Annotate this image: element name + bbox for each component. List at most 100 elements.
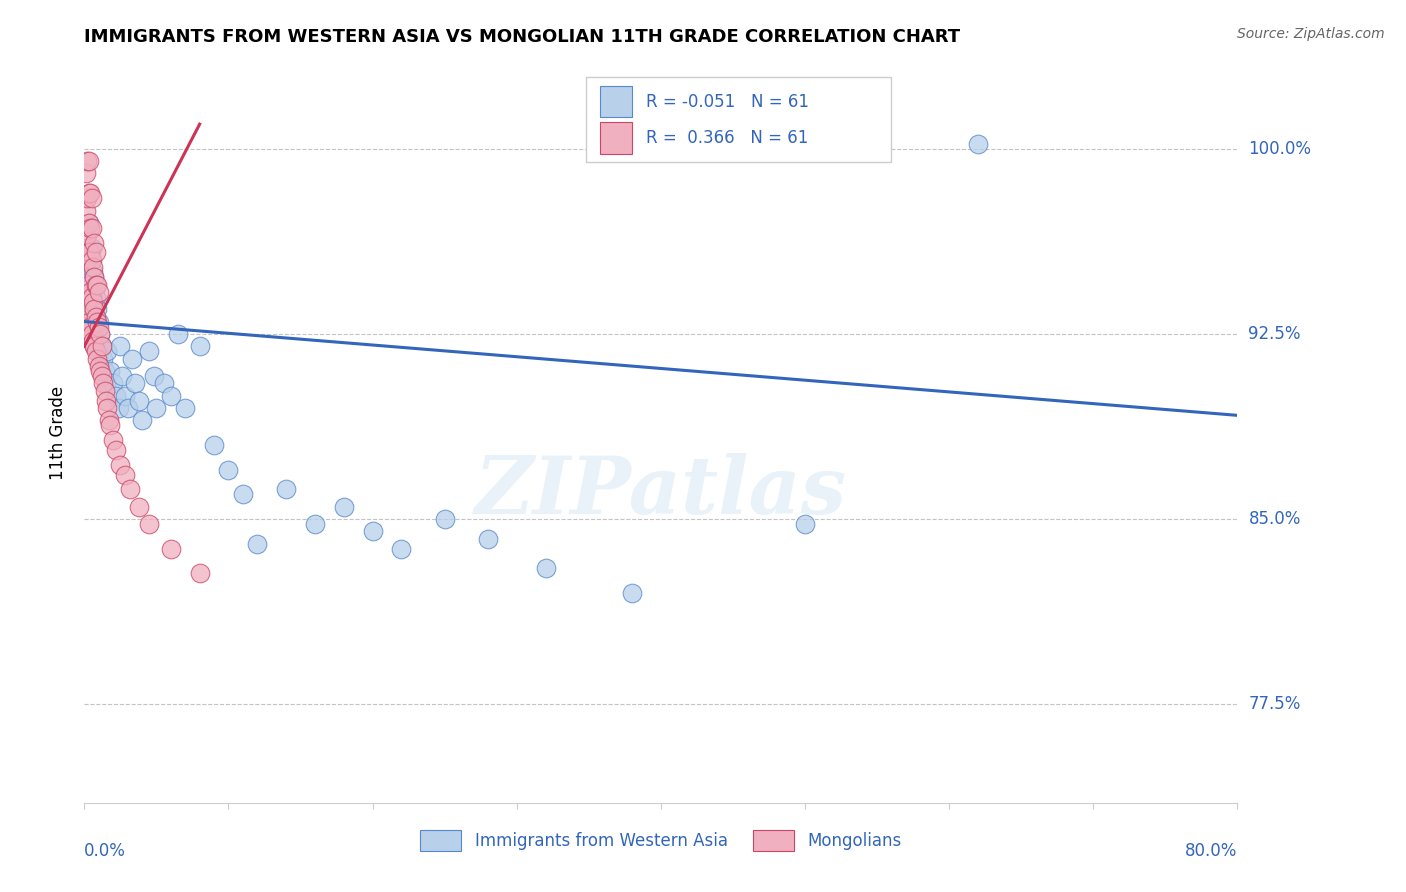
Point [121, 351, 143, 366]
Point [83, 235, 105, 250]
Point [794, 516, 817, 531]
Point [75, 240, 97, 254]
Point [76, 228, 98, 243]
Point [218, 462, 240, 476]
Point [84, 277, 107, 292]
Point [75, 166, 97, 180]
Point [103, 376, 124, 391]
Point [96, 401, 118, 415]
Point [83, 339, 105, 353]
Point [621, 586, 644, 600]
Point [93, 364, 115, 378]
Point [96, 344, 118, 359]
Bar [600, 122, 633, 153]
Text: 77.5%: 77.5% [1249, 695, 1301, 713]
Point [138, 516, 160, 531]
Y-axis label: 11th Grade: 11th Grade [49, 385, 67, 480]
Point [80, 220, 103, 235]
Point [276, 483, 298, 497]
Point [433, 512, 456, 526]
Point [120, 483, 142, 497]
Point [84, 245, 107, 260]
Point [94, 393, 117, 408]
Point [110, 458, 132, 472]
Point [79, 245, 101, 260]
Point [105, 388, 128, 402]
Point [391, 541, 413, 556]
Point [77, 326, 100, 341]
Point [128, 393, 150, 408]
Legend: Immigrants from Western Asia, Mongolians: Immigrants from Western Asia, Mongolians [413, 823, 908, 857]
Point [94, 376, 117, 391]
Point [82, 265, 104, 279]
Point [534, 561, 557, 575]
Point [77, 186, 100, 201]
Point [90, 339, 112, 353]
Point [79, 186, 101, 201]
Text: ZIPatlas: ZIPatlas [475, 453, 846, 531]
Point [89, 326, 111, 341]
Point [87, 344, 110, 359]
Point [86, 351, 108, 366]
Point [76, 252, 98, 267]
Text: 0.0%: 0.0% [84, 842, 127, 860]
Point [80, 252, 103, 267]
Point [76, 240, 98, 254]
Point [80, 314, 103, 328]
Text: Source: ZipAtlas.com: Source: ZipAtlas.com [1237, 27, 1385, 41]
Point [89, 364, 111, 378]
Point [108, 401, 131, 415]
Point [77, 290, 100, 304]
Point [142, 368, 165, 383]
Point [202, 438, 225, 452]
Point [80, 277, 103, 292]
Point [174, 401, 197, 415]
Point [83, 302, 105, 317]
Point [87, 314, 110, 328]
Point [76, 191, 98, 205]
Point [87, 359, 110, 373]
Point [91, 351, 114, 366]
Text: IMMIGRANTS FROM WESTERN ASIA VS MONGOLIAN 11TH GRADE CORRELATION CHART: IMMIGRANTS FROM WESTERN ASIA VS MONGOLIA… [84, 28, 960, 45]
Point [79, 220, 101, 235]
Point [138, 344, 160, 359]
Point [117, 401, 139, 415]
Point [967, 136, 990, 151]
Text: R =  0.366   N = 61: R = 0.366 N = 61 [645, 129, 808, 147]
Point [80, 290, 103, 304]
Point [82, 260, 104, 275]
Point [131, 413, 153, 427]
Point [82, 294, 104, 309]
Point [86, 339, 108, 353]
Bar [586, 78, 891, 162]
Point [77, 154, 100, 169]
Point [77, 314, 100, 328]
Point [105, 442, 128, 457]
Point [84, 310, 107, 324]
Point [77, 216, 100, 230]
Point [86, 314, 108, 328]
Point [167, 326, 190, 341]
Text: 92.5%: 92.5% [1249, 325, 1301, 343]
Point [82, 302, 104, 317]
Point [97, 413, 120, 427]
Point [84, 344, 107, 359]
Point [98, 364, 121, 378]
Point [160, 388, 183, 402]
Point [79, 285, 101, 299]
Point [114, 388, 136, 402]
Bar [600, 87, 633, 117]
Point [89, 326, 111, 341]
Point [114, 467, 136, 482]
Point [128, 500, 150, 514]
Point [76, 154, 98, 169]
Point [152, 376, 174, 391]
Point [87, 319, 110, 334]
Point [76, 302, 98, 317]
Text: R = -0.051   N = 61: R = -0.051 N = 61 [645, 93, 808, 111]
Point [160, 541, 183, 556]
Point [477, 532, 499, 546]
Point [232, 487, 254, 501]
Point [83, 270, 105, 285]
Text: 100.0%: 100.0% [1249, 140, 1312, 158]
